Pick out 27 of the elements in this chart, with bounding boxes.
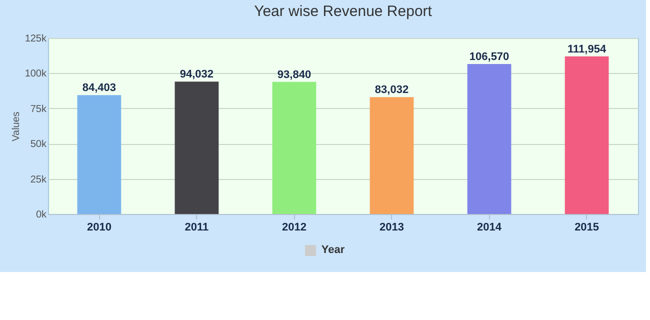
y-tick-label: 25k: [30, 174, 48, 186]
bar: [564, 56, 609, 214]
data-label: 84,403: [82, 82, 116, 94]
y-tick-label: 100k: [24, 68, 48, 80]
data-label: 111,954: [568, 43, 607, 56]
bar: [77, 95, 122, 214]
data-label: 93,840: [277, 68, 312, 81]
y-tick-label: 125k: [24, 34, 48, 44]
chart-title: Year wise Revenue Report: [254, 3, 433, 20]
data-label: 94,032: [180, 68, 214, 81]
y-tick-label: 50k: [30, 139, 48, 150]
bar: [467, 64, 512, 214]
bar: [272, 82, 316, 214]
y-axis-title: Values: [10, 112, 22, 142]
x-tick-label: 2015: [574, 222, 600, 234]
bar: [370, 97, 414, 214]
x-tick-label: 2012: [282, 222, 306, 234]
text: Year: [321, 244, 345, 256]
x-tick-label: 2014: [477, 222, 502, 234]
x-tick-label: 2010: [86, 222, 112, 234]
bar: [174, 82, 219, 214]
x-tick-label: 2013: [380, 222, 404, 234]
y-tick-label: 75k: [30, 104, 48, 115]
data-label: 106,570: [469, 50, 510, 63]
x-tick-label: 2011: [184, 222, 209, 234]
y-tick-label: 0k: [36, 210, 48, 220]
data-label: 83,032: [374, 84, 409, 96]
